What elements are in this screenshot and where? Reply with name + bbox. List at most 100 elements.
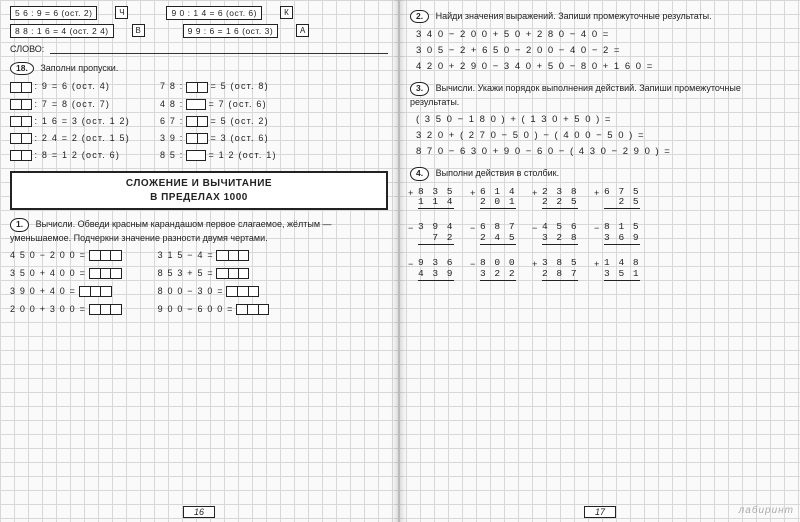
task-18-text: Заполни пропуски. [40,63,118,73]
op-b: 2 2 5 [542,197,578,207]
fill-expr-b: = 7 (ост. 6) [208,99,266,109]
blank-box [10,133,32,144]
slovo-label: СЛОВО: [10,44,44,54]
division-row-2: 8 8 : 1 6 = 4 (ост. 2 4) В 9 9 : 6 = 1 6… [10,24,388,38]
task-3-text: Вычисли. Укажи порядок выполнения действ… [410,83,741,106]
minus-icon: − [532,225,539,235]
expr-line: 3 2 0 + ( 2 7 0 − 5 0 ) − ( 4 0 0 − 5 0 … [416,130,790,141]
task-1-body: 4 5 0 − 2 0 0 = 3 5 0 + 4 0 0 = 3 9 0 + … [10,250,388,316]
fill-expr-a: 7 8 : [160,81,184,91]
sign-icon: + [594,261,601,271]
column-op: −3 9 4 7 2 [410,222,454,252]
calc-expr: 8 5 3 + 5 = [158,268,214,278]
fill-expr-a: 8 5 : [160,150,184,160]
division-box-1a: 5 6 : 9 = 6 (ост. 2) [10,6,97,20]
fill-expr-b: = 1 2 (ост. 1) [208,150,276,160]
task-2-body: 3 4 0 − 2 0 0 + 5 0 + 2 8 0 − 4 0 = 3 0 … [416,29,790,72]
rule-line [542,244,578,252]
letter-box-1b: К [280,6,293,19]
column-op: −9 3 64 3 9 [410,258,454,288]
letter-box-1a: Ч [115,6,128,19]
op-b: 3 6 9 [604,233,640,243]
page-left: 5 6 : 9 = 6 (ост. 2) Ч 9 0 : 1 4 = 6 (ос… [0,0,400,522]
blank-box [186,82,208,93]
expr-line: 3 0 5 − 2 + 6 5 0 − 2 0 0 − 4 0 − 2 = [416,45,790,56]
task-3-body: ( 3 5 0 − 1 8 0 ) + ( 1 3 0 + 5 0 ) = 3 … [416,114,790,157]
blank-box [79,286,112,297]
column-op: +3 8 52 8 7 [534,258,578,288]
division-box-1b: 9 0 : 1 4 = 6 (ост. 6) [166,6,262,20]
task-18-col-right: 7 8 : = 5 (ост. 8) 4 8 : = 7 (ост. 6) 6 … [160,81,277,161]
task-2-number: 2. [410,10,429,23]
expr-line: 8 7 0 − 6 3 0 + 9 0 − 6 0 − ( 4 3 0 − 2 … [416,146,790,157]
op-b: 2 5 [604,197,640,207]
blank-box [216,250,249,261]
blank-box [186,99,206,110]
calc-expr: 3 5 0 + 4 0 0 = [10,268,86,278]
calc-expr: 3 9 0 + 4 0 = [10,286,76,296]
letter-box-2b: А [296,24,309,37]
calc-expr: 3 1 5 − 4 = [158,250,214,260]
op-b: 3 5 1 [604,269,640,279]
plus-icon: + [408,190,415,200]
op-b: 2 4 5 [480,233,516,243]
task-4-header: 4. Выполни действия в столбик. [410,167,790,180]
task-1-number: 1. [10,218,29,231]
task-3-header: 3. Вычисли. Укажи порядок выполнения дей… [410,82,790,108]
blank-box [236,304,269,315]
op-b: 2 0 1 [480,197,516,207]
blank-box [89,250,122,261]
rule-line [418,280,454,288]
page-right: 2. Найди значения выражений. Запиши пром… [400,0,800,522]
task-1-col-right: 3 1 5 − 4 = 8 5 3 + 5 = 8 0 0 − 3 0 = 9 … [158,250,270,316]
column-op: −4 5 63 2 8 [534,222,578,252]
column-op: −8 1 53 6 9 [596,222,640,252]
expr-line: ( 3 5 0 − 1 8 0 ) + ( 1 3 0 + 5 0 ) = [416,114,790,125]
slovo-line [50,44,388,54]
rule-line [604,280,640,288]
blank-box [89,268,122,279]
column-op: +6 1 42 0 1 [472,187,516,217]
fill-expr: : 1 6 = 3 (ост. 1 2) [35,116,130,126]
workbook-spread: 5 6 : 9 = 6 (ост. 2) Ч 9 0 : 1 4 = 6 (ос… [0,0,800,522]
task-4-row-sub2: −9 3 64 3 9 −8 0 03 2 2 +3 8 52 8 7 +1 4… [410,258,790,288]
op-b: 3 2 8 [542,233,578,243]
blank-box [216,268,249,279]
plus-icon: + [594,190,601,200]
fill-expr-b: = 5 (ост. 2) [210,116,268,126]
blank-box [186,116,208,127]
division-box-2a: 8 8 : 1 6 = 4 (ост. 2 4) [10,24,114,38]
op-b: 3 2 2 [480,269,516,279]
page-number-left: 16 [183,506,215,518]
letter-box-2a: В [132,24,145,37]
expr-line: 4 2 0 + 2 9 0 − 3 4 0 + 5 0 − 8 0 + 1 6 … [416,61,790,72]
task-1-text: Вычисли. Обведи красным карандашом перво… [10,219,332,242]
task-4-number: 4. [410,167,429,180]
calc-expr: 4 5 0 − 2 0 0 = [10,250,86,260]
rule-line [418,208,454,216]
op-b: 7 2 [418,233,454,243]
fill-expr-a: 3 9 : [160,133,184,143]
task-18-col-left: : 9 = 6 (ост. 4) : 7 = 8 (ост. 7) : 1 6 … [10,81,130,161]
task-18-number: 18. [10,62,34,75]
rule-line [480,208,516,216]
fill-expr: : 8 = 1 2 (ост. 6) [35,150,121,160]
blank-box [186,133,208,144]
task-2-header: 2. Найди значения выражений. Запиши пром… [410,10,790,23]
column-op: −8 0 03 2 2 [472,258,516,288]
rule-line [604,208,640,216]
rule-line [542,208,578,216]
op-b: 1 1 4 [418,197,454,207]
slovo-row: СЛОВО: [10,44,388,54]
task-4-text: Выполни действия в столбик. [436,168,559,178]
task-18-header: 18. Заполни пропуски. [10,62,388,75]
task-4-row-add: +8 3 51 1 4 +6 1 42 0 1 +2 3 82 2 5 +6 7… [410,187,790,217]
fill-expr-a: 6 7 : [160,116,184,126]
task-18-body: : 9 = 6 (ост. 4) : 7 = 8 (ост. 7) : 1 6 … [10,81,388,161]
op-b: 2 8 7 [542,269,578,279]
blank-box [10,82,32,93]
calc-expr: 2 0 0 + 3 0 0 = [10,304,86,314]
section-title-line2: В ПРЕДЕЛАХ 1000 [14,191,384,205]
task-1-col-left: 4 5 0 − 2 0 0 = 3 5 0 + 4 0 0 = 3 9 0 + … [10,250,122,316]
division-row-1: 5 6 : 9 = 6 (ост. 2) Ч 9 0 : 1 4 = 6 (ос… [10,6,388,20]
